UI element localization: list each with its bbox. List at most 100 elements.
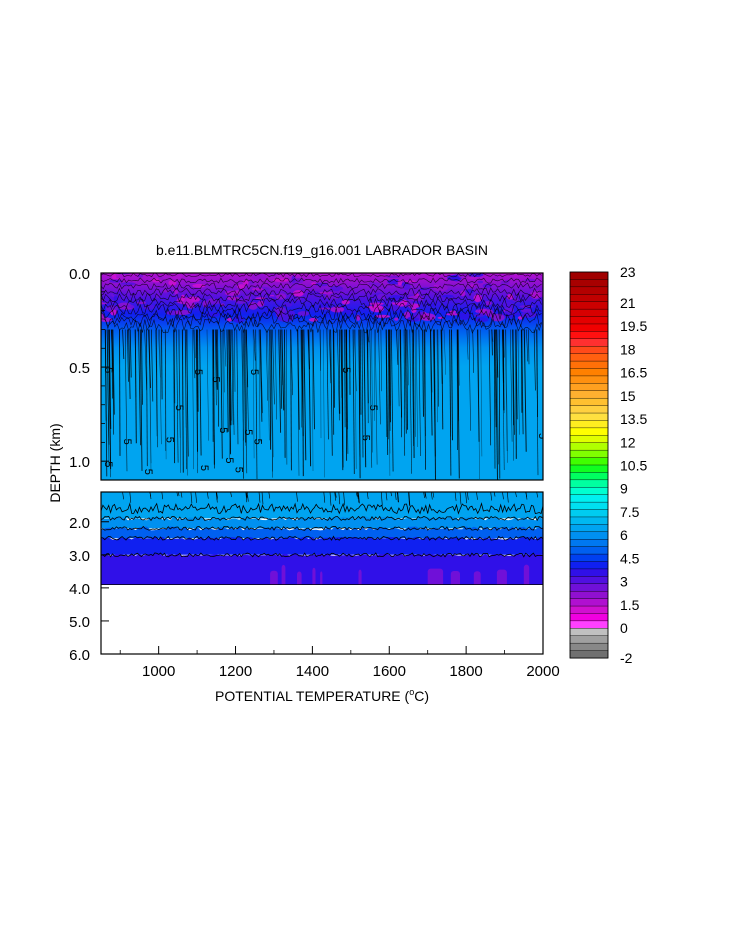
- surface-contour-line: [101, 302, 542, 316]
- contour-spike: [515, 329, 518, 420]
- contour-spike: [128, 329, 131, 400]
- surface-blob: [330, 306, 345, 313]
- contour-spike: [424, 492, 426, 498]
- contour-spike: [194, 329, 196, 359]
- contour-spike: [141, 329, 143, 405]
- surface-blob: [458, 312, 471, 320]
- contour-spike: [176, 492, 179, 497]
- contour-label: 5: [359, 435, 371, 441]
- colorbar-swatch: [569, 553, 609, 563]
- depth-band: [101, 492, 543, 519]
- contour-spike: [334, 492, 336, 501]
- contour-spike: [394, 492, 397, 500]
- contour-spike: [337, 329, 340, 421]
- y-tick-label: 3.0: [69, 548, 90, 565]
- y-axis-label: DEPTH (km): [47, 423, 63, 502]
- contour-spike: [319, 329, 321, 371]
- contour-label: 5: [102, 461, 114, 467]
- surface-blob: [318, 291, 334, 294]
- surface-blob: [180, 294, 185, 302]
- colorbar-swatch: [569, 331, 609, 340]
- contour-label: 5: [367, 405, 379, 411]
- contour-spike: [536, 492, 538, 498]
- contour-spike: [526, 329, 529, 362]
- y-tick-label: 2.0: [69, 515, 90, 532]
- contour-spike: [303, 329, 307, 461]
- contour-spike: [503, 329, 505, 358]
- contour-spike: [423, 329, 427, 470]
- contour-spike: [127, 329, 129, 382]
- contour-spike: [416, 329, 418, 448]
- surface-blob: [297, 311, 310, 317]
- contour-spike: [269, 329, 272, 450]
- contour-spike: [217, 329, 219, 427]
- contour-spike: [243, 329, 247, 443]
- colorbar-swatch: [569, 531, 609, 540]
- contour-spike: [146, 329, 148, 467]
- surface-blob: [330, 285, 343, 292]
- surface-blob: [517, 316, 523, 320]
- colorbar-label: 4.5: [620, 550, 640, 566]
- surface-blob: [460, 290, 466, 297]
- colorbar-swatch: [569, 383, 609, 392]
- surface-blob: [403, 311, 411, 320]
- contour-spike: [161, 329, 163, 400]
- surface-blob: [385, 290, 391, 294]
- contour-spike: [431, 492, 433, 500]
- lower-panel: [100, 491, 544, 655]
- surface-blob: [477, 280, 484, 284]
- contour-spike: [358, 492, 360, 504]
- contour-spike: [178, 329, 181, 473]
- contour-spike: [260, 329, 263, 414]
- x-axis-label-main: POTENTIAL TEMPERATURE (: [215, 688, 410, 704]
- contour-line: [101, 535, 543, 541]
- surface-blob: [433, 284, 448, 292]
- contour-spike: [199, 329, 202, 456]
- contour-spike: [505, 329, 508, 452]
- contour-spike: [449, 329, 452, 476]
- colorbar-swatch: [569, 509, 609, 518]
- surface-blob: [411, 307, 417, 314]
- contour-label: 5: [340, 367, 352, 373]
- contour-spike: [423, 492, 425, 499]
- contour-spike: [308, 329, 312, 467]
- colorbar-swatch: [569, 412, 609, 421]
- x-tick-label: 1600: [373, 663, 406, 680]
- colorbar-label: 0: [620, 620, 628, 636]
- contour-spike: [296, 492, 298, 502]
- contour-line: [101, 525, 543, 531]
- surface-blob: [249, 280, 255, 285]
- colorbar-swatch: [569, 546, 609, 555]
- surface-blob: [113, 295, 118, 303]
- colorbar-label: 12: [620, 434, 636, 450]
- y-tick-label: 4.0: [69, 581, 90, 598]
- colorbar-label: 1.5: [620, 597, 640, 613]
- colorbar-swatch: [569, 308, 609, 318]
- contour-spike: [149, 492, 152, 497]
- contour-spike: [129, 492, 132, 503]
- colorbar-swatch: [569, 464, 609, 473]
- contour-spike: [134, 329, 137, 444]
- contour-line: [101, 502, 543, 515]
- surface-blob: [445, 313, 460, 316]
- colorbar-swatch: [569, 338, 609, 347]
- contour-spike: [388, 329, 391, 431]
- contour-spike: [510, 329, 513, 442]
- contour-spike: [344, 329, 346, 428]
- contour-spike: [270, 329, 273, 478]
- colorbar-swatch: [569, 487, 609, 496]
- contour-spike: [433, 329, 436, 480]
- contour-label: 5: [242, 429, 254, 435]
- contour-spike: [112, 329, 115, 415]
- y-tick-label: 0.0: [69, 266, 90, 283]
- contour-spike: [397, 329, 400, 407]
- contour-spike: [496, 329, 499, 378]
- surface-blob: [501, 310, 516, 319]
- contour-spike: [242, 329, 244, 479]
- contour-spike: [429, 329, 433, 436]
- contour-spike: [333, 329, 335, 408]
- contour-spike: [520, 329, 523, 413]
- contour-spike: [185, 329, 187, 428]
- upper-surface-layer: [101, 273, 543, 334]
